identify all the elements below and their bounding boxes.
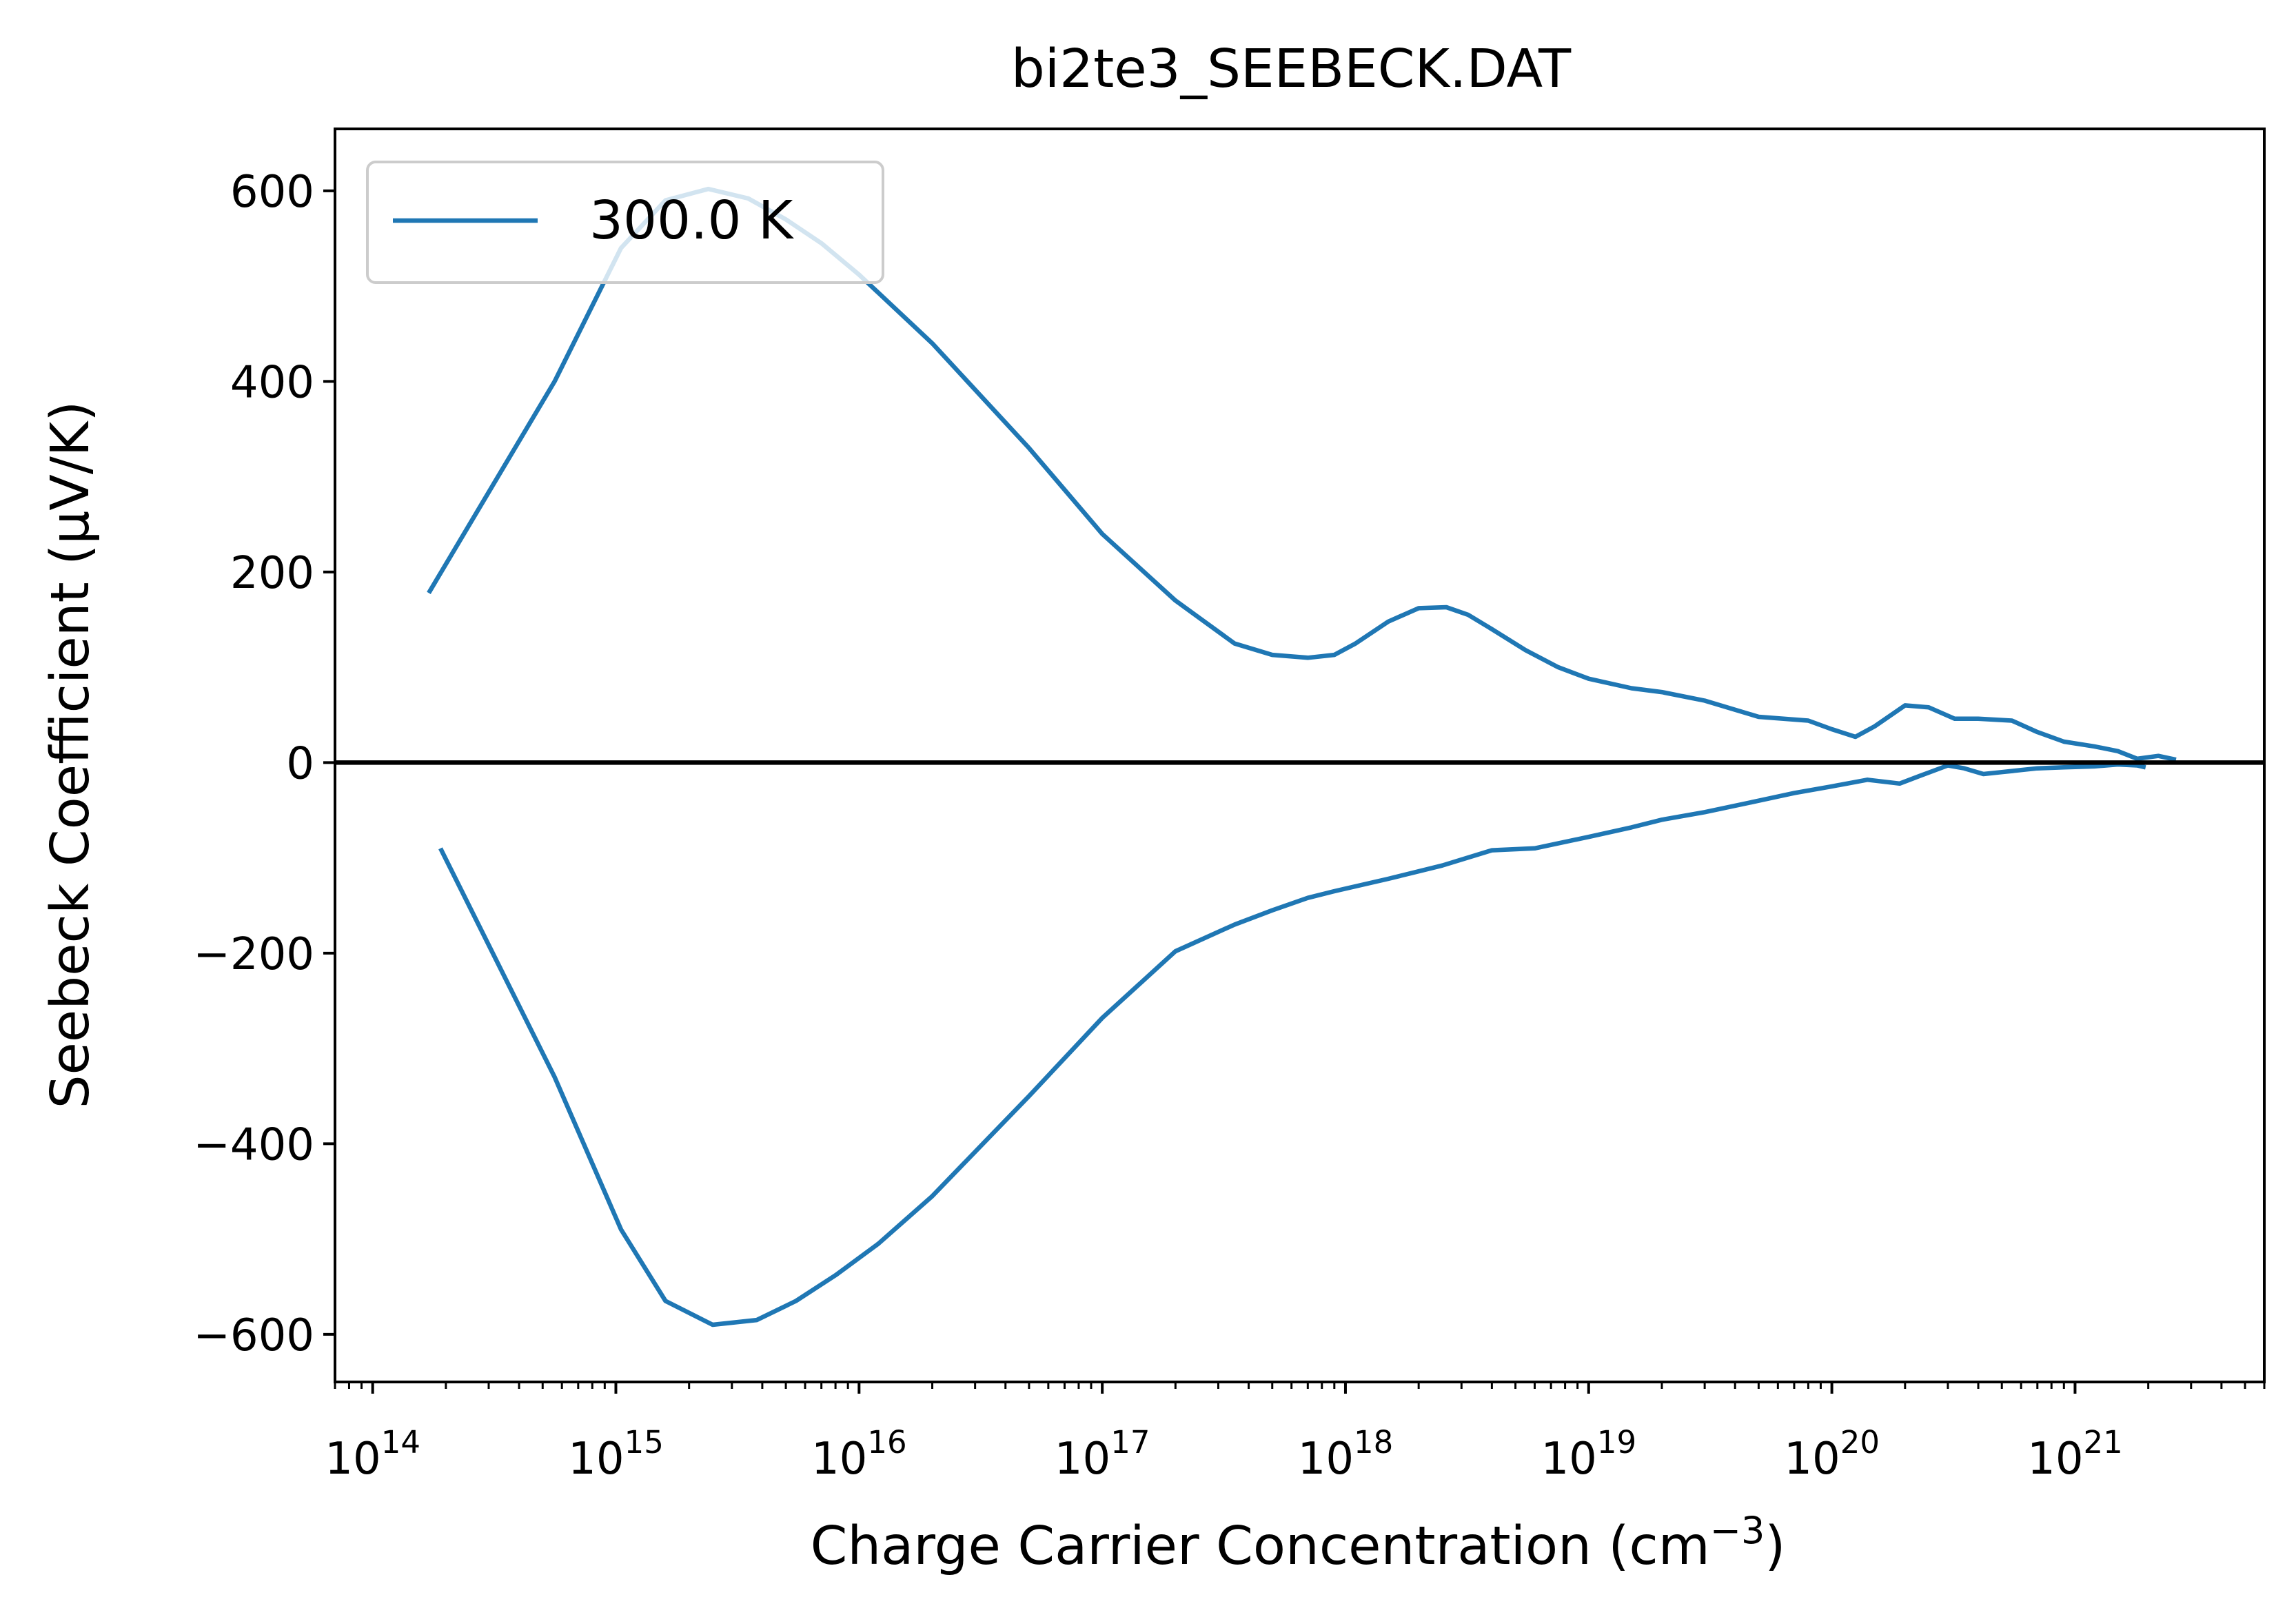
y-tick-label: 400 xyxy=(230,357,314,408)
x-tick-label: 1016 xyxy=(811,1424,907,1485)
series-line-branch-2 xyxy=(438,762,2146,1328)
x-tick-label: 1014 xyxy=(325,1424,420,1485)
y-axis-label: Seebeck Coefficient (μV/K) xyxy=(40,401,101,1109)
x-axis-label-close: ) xyxy=(1765,1516,1785,1577)
legend-box xyxy=(366,161,884,284)
x-tick-label: 1020 xyxy=(1784,1424,1880,1485)
x-tick-label: 1015 xyxy=(568,1424,664,1485)
series-group xyxy=(335,186,2264,1328)
x-axis-label-main: Charge Carrier Concentration (cm xyxy=(811,1516,1710,1577)
y-tick-label: 600 xyxy=(230,167,314,218)
legend: 300.0 K xyxy=(366,161,884,284)
chart-title: bi2te3_SEEBECK.DAT xyxy=(1011,39,1572,100)
x-axis-ticks: 1014 1015 1016 1017 1018 1019 1020 1021 xyxy=(325,1382,2266,1485)
plot-area-frame xyxy=(334,128,2266,1383)
y-axis-ticks: 600 400 200 0 −200 −400 −600 xyxy=(193,167,335,1361)
x-axis-label-superscript: −3 xyxy=(1710,1509,1765,1552)
x-tick-label: 1019 xyxy=(1541,1424,1636,1485)
y-tick-label: −600 xyxy=(193,1310,314,1361)
x-tick-label: 1021 xyxy=(2027,1424,2123,1485)
y-tick-label: 0 xyxy=(286,738,314,789)
x-tick-label: 1017 xyxy=(1055,1424,1150,1485)
x-tick-label: 1018 xyxy=(1298,1424,1394,1485)
y-tick-label: 200 xyxy=(230,548,314,599)
data-layer xyxy=(335,186,2264,1328)
y-tick-label: −400 xyxy=(193,1119,314,1170)
x-axis-label: Charge Carrier Concentration (cm−3) xyxy=(811,1509,1786,1577)
legend-label: 300.0 K xyxy=(589,190,795,252)
y-tick-label: −200 xyxy=(193,929,314,980)
